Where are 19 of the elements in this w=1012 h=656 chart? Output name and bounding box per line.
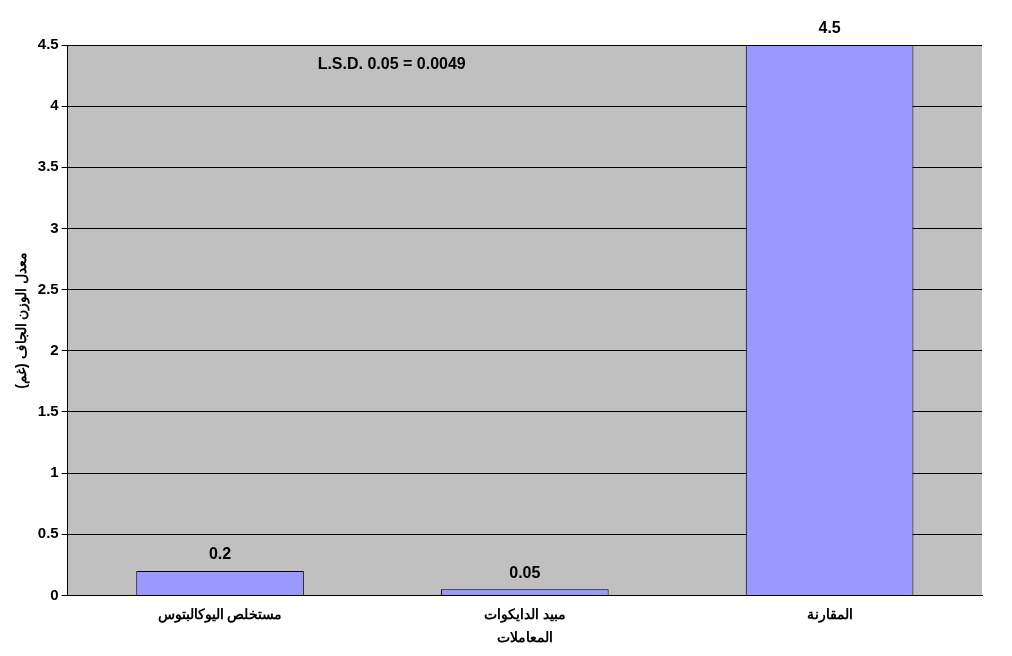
y-tick-label: 2 — [50, 340, 59, 358]
y-axis-title: معدل الوزن الجاف (غم) — [13, 251, 31, 389]
y-tick-label: 1 — [50, 463, 59, 481]
data-label: 0.2 — [208, 545, 232, 563]
x-tick-label: مبيد الدايكوات — [483, 605, 566, 623]
y-tick-label: 3.5 — [37, 157, 59, 175]
y-tick-label: 4.5 — [37, 35, 59, 53]
y-tick-label: 4 — [50, 96, 60, 114]
x-axis-title: المعاملات — [496, 629, 553, 646]
annotation: L.S.D. 0.05 = 0.0049 — [317, 55, 466, 73]
y-tick-label: 0 — [50, 585, 59, 603]
x-tick-label: المقارنة — [806, 605, 853, 623]
x-tick-label: مستخلص اليوكالبتوس — [157, 605, 283, 623]
y-tick-label: 0.5 — [37, 524, 59, 542]
y-tick-label: 3 — [50, 218, 59, 236]
data-label: 4.5 — [818, 19, 841, 37]
data-label: 0.05 — [509, 563, 541, 581]
y-tick-label: 2.5 — [37, 279, 59, 297]
y-tick-label: 1.5 — [37, 402, 59, 420]
